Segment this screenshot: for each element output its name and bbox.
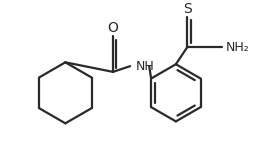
Text: O: O	[107, 21, 118, 35]
Text: NH₂: NH₂	[225, 41, 249, 54]
Text: NH: NH	[136, 60, 155, 73]
Text: S: S	[183, 2, 192, 16]
